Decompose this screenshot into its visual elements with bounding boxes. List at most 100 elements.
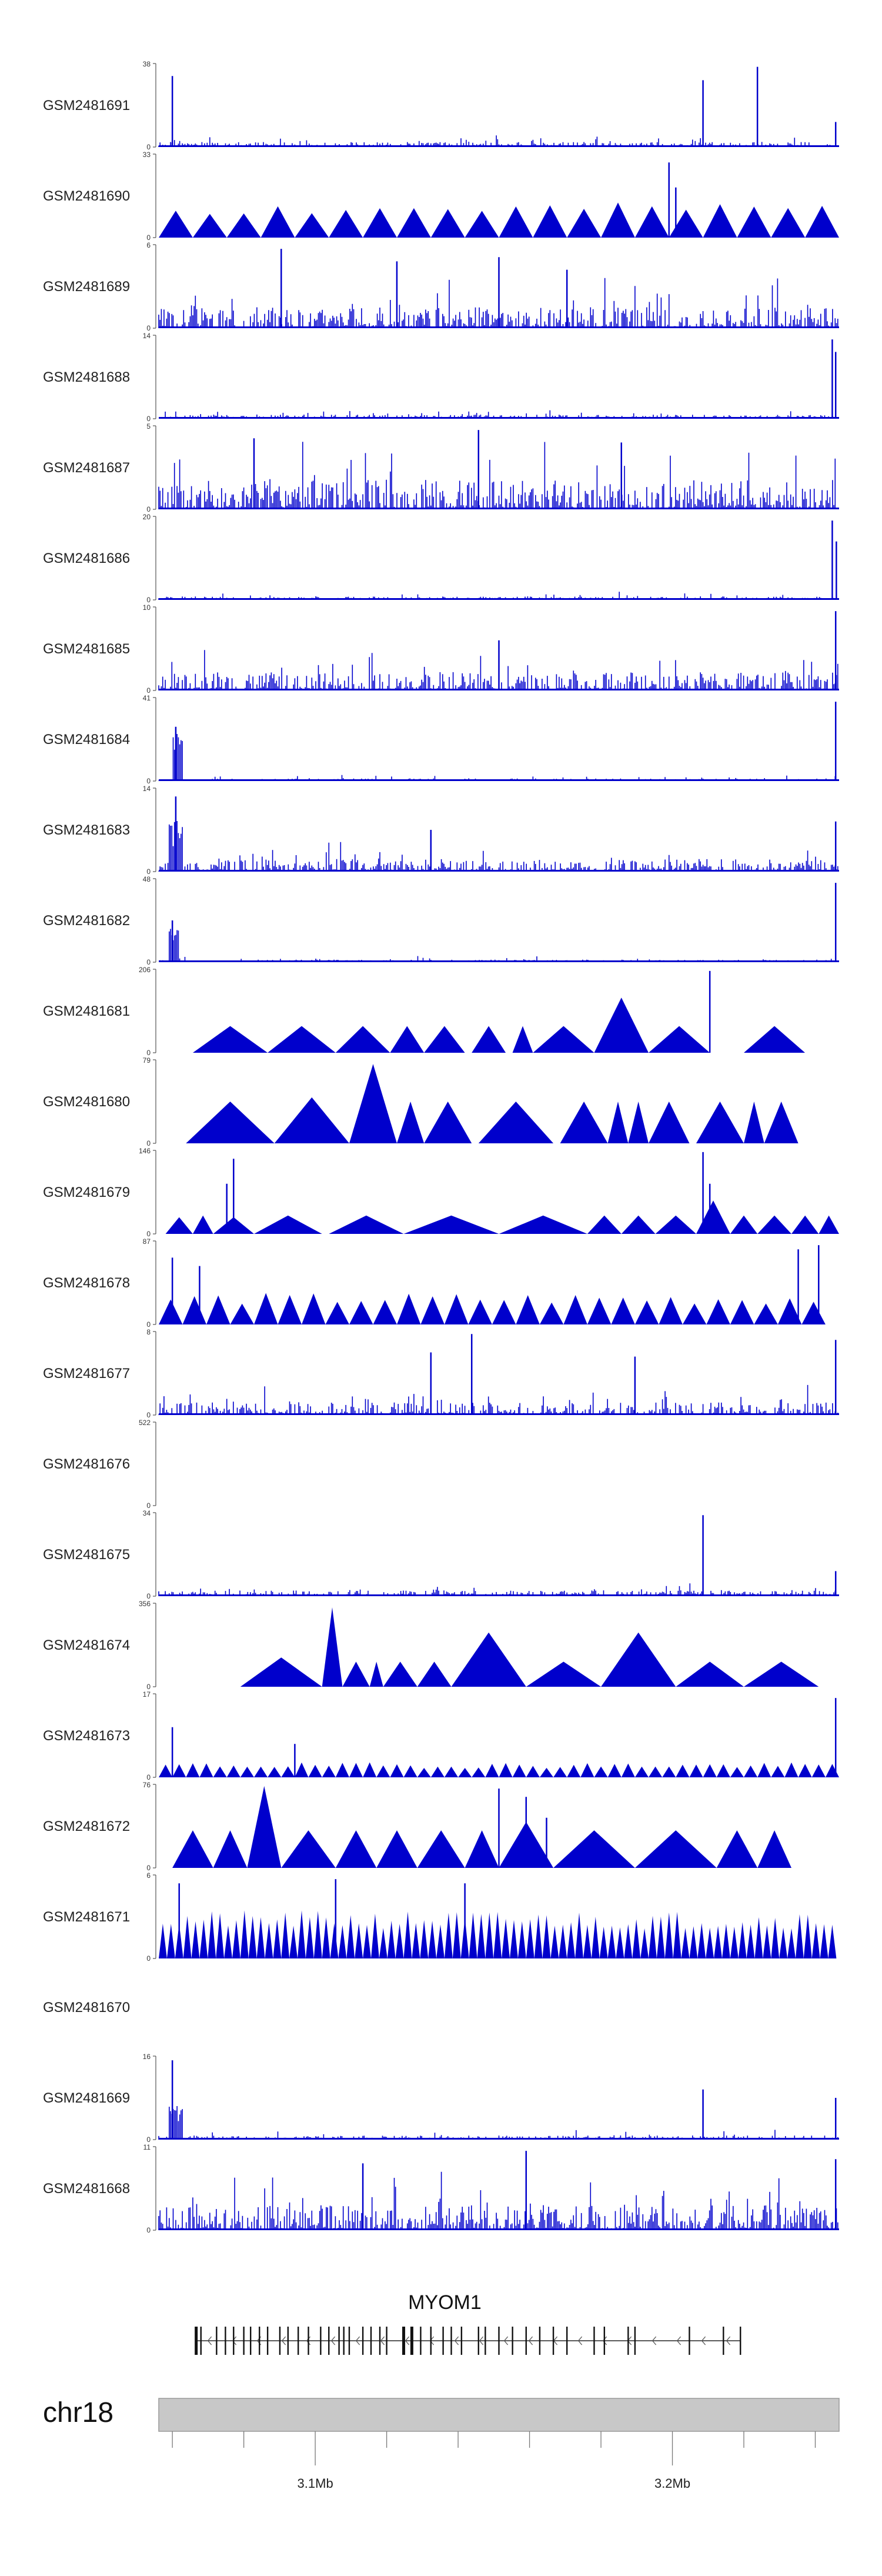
y-max-label: 16: [143, 2053, 151, 2061]
exon: [525, 2327, 527, 2355]
strand-arrow-icon: [479, 2336, 484, 2345]
signal-peak: [510, 1920, 518, 1958]
signal-peak: [559, 1924, 567, 1958]
track-GSM2481683: GSM2481683 14 0: [43, 785, 839, 876]
signal-bars: [158, 2106, 838, 2140]
track-label: GSM2481668: [43, 2181, 130, 2197]
signal-peak: [230, 1303, 254, 1324]
y-min-label: 0: [146, 958, 151, 966]
signal-bars: [159, 410, 838, 419]
exon: [485, 2327, 486, 2355]
signal-peak: [771, 1918, 780, 1958]
y-max-label: 20: [143, 513, 151, 521]
signal-peak: [268, 1026, 336, 1053]
signal-peak: [492, 1300, 516, 1324]
strand-arrow-icon: [232, 2336, 237, 2345]
signal-peak: [192, 213, 227, 238]
y-max-label: 34: [143, 1509, 151, 1517]
signal-peak: [468, 1299, 492, 1324]
signal-peak: [533, 1026, 594, 1053]
exon: [460, 2327, 463, 2355]
signal-peak: [383, 1661, 417, 1687]
signal-peak: [397, 1102, 425, 1143]
signal-peak: [649, 1766, 663, 1777]
signal-peak: [313, 1911, 322, 1958]
signal-peak: [502, 1918, 510, 1958]
track-label: GSM2481671: [43, 1909, 130, 1925]
y-min-label: 0: [146, 505, 151, 513]
signal-peak: [517, 1921, 526, 1958]
signal-peak: [424, 1102, 472, 1143]
exon: [308, 2327, 309, 2355]
signal-bars: [158, 734, 838, 781]
signal-peak: [281, 1830, 336, 1868]
chromosome-band: [158, 2398, 840, 2432]
exon: [249, 2327, 252, 2355]
signal-peak: [342, 1661, 370, 1687]
track-label: GSM2481676: [43, 1456, 130, 1472]
exon: [379, 2327, 381, 2355]
exon: [386, 2327, 387, 2355]
exon: [430, 2327, 432, 2355]
y-max-label: 356: [139, 1600, 151, 1608]
signal-peak: [516, 1295, 540, 1324]
signal-peak: [273, 1919, 282, 1958]
signal-peak: [232, 1920, 240, 1958]
y-max-label: 522: [139, 1419, 151, 1427]
signal-peak: [716, 1764, 730, 1777]
track-GSM2481670: GSM2481670: [43, 2000, 130, 2016]
signal-peak: [591, 1917, 600, 1958]
signal-peak: [403, 1765, 417, 1777]
signal-peak: [159, 1299, 183, 1324]
y-max-label: 17: [143, 1690, 151, 1699]
signal-peak: [182, 1296, 206, 1324]
track-GSM2481681: GSM2481681 206 0: [43, 966, 806, 1057]
signal-peak: [376, 1830, 417, 1868]
signal-peak: [664, 1912, 673, 1958]
strand-arrow-icon: [652, 2336, 657, 2345]
signal-peak: [159, 1923, 167, 1958]
signal-peak: [417, 1768, 431, 1777]
signal-peak: [329, 1215, 404, 1234]
signal-peak: [186, 1102, 275, 1143]
signal-peak: [621, 1215, 656, 1234]
signal-peak: [254, 1215, 322, 1234]
y-min-label: 0: [146, 777, 151, 785]
signal-peak: [403, 1911, 412, 1958]
y-min-label: 0: [146, 2226, 151, 2234]
exon: [689, 2327, 690, 2355]
signal-peak: [335, 1763, 349, 1777]
signal-peak: [208, 1911, 216, 1958]
signal-bars: [158, 650, 838, 690]
exon: [634, 2327, 636, 2355]
signal-peak: [192, 1215, 213, 1234]
signal-peak: [621, 1763, 635, 1777]
signal-peak: [274, 1097, 349, 1143]
y-min-label: 0: [146, 1683, 151, 1691]
track-GSM2481685: GSM2481685 10 0: [43, 603, 839, 695]
y-min-label: 0: [146, 233, 151, 242]
y-min-label: 0: [146, 1411, 151, 1419]
signal-peak: [689, 1764, 703, 1777]
signal-peak: [213, 1766, 227, 1777]
signal-peak: [387, 1920, 396, 1958]
signal-peak: [308, 1764, 322, 1777]
signal-peak: [172, 1764, 186, 1777]
signal-peak: [379, 1928, 387, 1958]
exon: [362, 2327, 364, 2355]
signal-peak: [563, 1295, 587, 1324]
exon: [603, 2327, 606, 2355]
signal-peak: [744, 1026, 806, 1053]
signal-peak: [478, 1102, 554, 1143]
signal-peak: [744, 1661, 819, 1687]
exon: [259, 2327, 260, 2355]
track-GSM2481688: GSM2481688 14 0: [43, 332, 839, 423]
signal-peak: [376, 1765, 390, 1777]
y-max-label: 6: [146, 241, 151, 249]
signal-peak: [373, 1300, 397, 1324]
signal-peak: [199, 1763, 213, 1777]
signal-peak: [397, 208, 431, 238]
y-max-label: 87: [143, 1237, 151, 1246]
y-max-label: 33: [143, 151, 151, 159]
y-max-label: 6: [146, 1871, 151, 1880]
